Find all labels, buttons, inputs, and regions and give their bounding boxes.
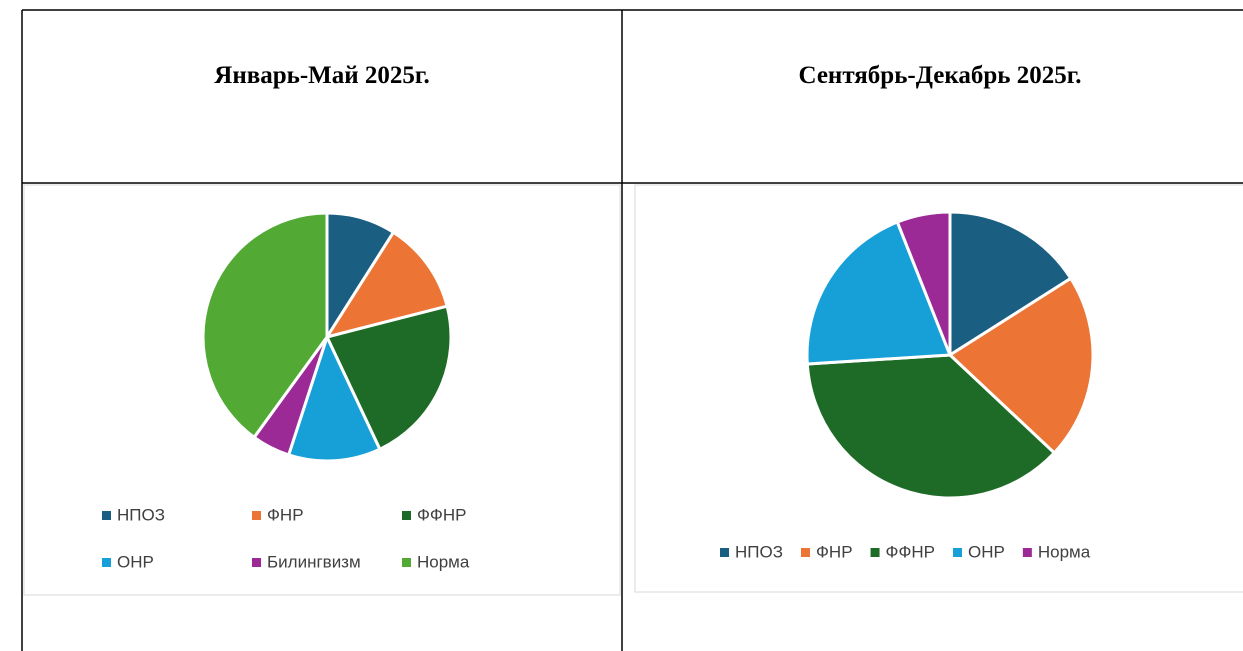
legend-label: Норма <box>1038 542 1091 561</box>
pie-slice <box>287 335 382 463</box>
pie-slice <box>805 353 1056 500</box>
legend-label: ФНР <box>816 542 853 561</box>
legend-swatch <box>252 511 261 520</box>
pie-slice <box>325 304 453 451</box>
legend-label: ОНР <box>968 542 1005 561</box>
pie-slice <box>895 210 952 357</box>
legend-swatch <box>953 548 963 557</box>
legend-label: НПОЗ <box>735 542 783 561</box>
header-cell: Январь-Май 2025г. <box>214 62 429 89</box>
legend-label: Норма <box>417 552 470 571</box>
pie-slice <box>201 211 329 439</box>
pie-slice <box>805 220 952 366</box>
legend-swatch <box>720 548 729 557</box>
legend-label: ОНР <box>117 552 154 571</box>
pie-slice <box>325 230 449 339</box>
legend-swatch <box>1022 548 1032 557</box>
legend-swatch <box>102 511 111 520</box>
header-cell: Сентябрь-Декабрь 2025г. <box>798 62 1081 89</box>
legend-swatch <box>252 558 261 567</box>
legend-label: ФНР <box>267 505 304 524</box>
legend-swatch <box>870 548 880 557</box>
legend-label: НПОЗ <box>117 505 165 524</box>
legend-label: ФФНР <box>417 505 466 524</box>
legend-swatch <box>402 511 411 520</box>
legend-swatch <box>801 548 810 557</box>
table-borders <box>21 9 1243 651</box>
legend-label: ФФНР <box>886 542 935 561</box>
pie-slice <box>948 210 1073 357</box>
legend-swatch <box>102 558 111 567</box>
pie-slice <box>948 276 1095 455</box>
legend-label: Билингвизм <box>267 552 361 571</box>
legend-swatch <box>402 558 411 567</box>
